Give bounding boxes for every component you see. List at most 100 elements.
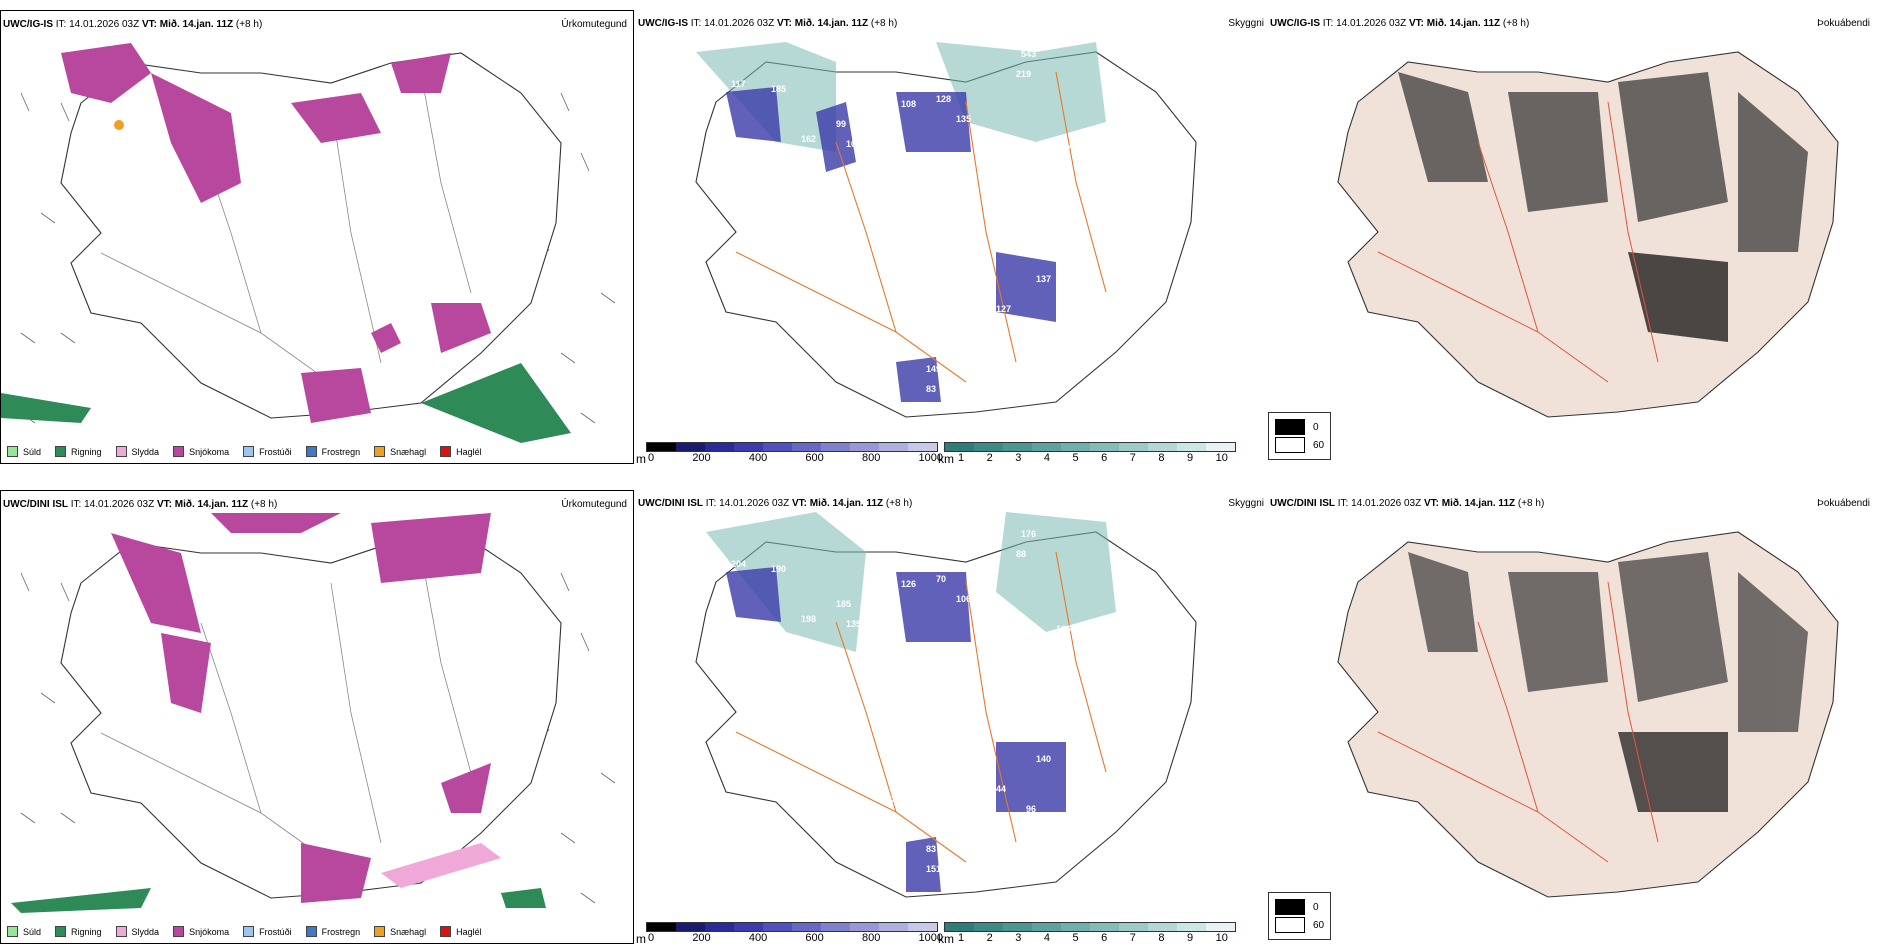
colorbar-tick: 9 — [1187, 932, 1194, 944]
legend-swatch — [115, 926, 127, 937]
legend-swatch — [305, 446, 317, 457]
fog-legend-item: 0 — [1275, 419, 1324, 435]
colorbar-cell — [974, 443, 1003, 451]
panel-title: UWC/IG-IS IT: 14.01.2026 03Z VT: Mið. 14… — [638, 18, 898, 29]
vis-panel-dini: UWC/DINI ISL IT: 14.01.2026 03Z VT: Mið.… — [636, 490, 1268, 946]
visibility-value-label: 36 — [956, 244, 966, 254]
visibility-value-label: 198 — [801, 614, 816, 624]
visibility-value-label: 204 — [731, 559, 746, 569]
visibility-value-label: 151 — [861, 639, 876, 649]
fog-index-dark — [1408, 552, 1808, 812]
colorbar-cell — [1206, 923, 1235, 931]
colorbar-cell — [705, 443, 734, 451]
snow-areas — [61, 43, 491, 423]
legend-label: Slydda — [131, 926, 160, 937]
roads — [100, 552, 472, 864]
colorbar-tick: 5 — [1072, 452, 1079, 464]
visibility-value-label: 140 — [1036, 754, 1051, 764]
precip-panel-ig: UWC/IG-IS IT: 14.01.2026 03Z VT: Mið. 14… — [0, 10, 634, 464]
legend-label: Rigning — [71, 926, 102, 937]
snow-areas — [111, 513, 491, 903]
legend-item: Súld — [7, 926, 41, 937]
legend-swatch — [243, 446, 255, 457]
visibility-value-label: 99 — [966, 739, 976, 749]
colorbar-tick: 9 — [1187, 452, 1194, 464]
legend-item: Frostregn — [305, 446, 360, 457]
legend-swatch — [173, 446, 185, 457]
legend-label: Súld — [23, 446, 42, 457]
fog-legend-item: 60 — [1275, 437, 1324, 453]
colorbar-cell — [1003, 923, 1032, 931]
legend-label: Snæhagl — [390, 446, 427, 457]
panel-title: UWC/IG-IS IT: 14.01.2026 03Z VT: Mið. 14… — [3, 19, 263, 30]
legend-label: Haglél — [456, 926, 482, 937]
colorbar-tick: 400 — [748, 932, 768, 944]
teal-visibility-field — [706, 512, 1116, 652]
visibility-value-label: 126 — [901, 579, 916, 589]
visibility-value-label: 86 — [746, 724, 756, 734]
visibility-value-label: 166 — [1056, 624, 1071, 634]
colorbar-cell — [945, 923, 974, 931]
colorbar-cell — [1032, 923, 1061, 931]
legend-swatch — [1275, 917, 1305, 933]
visibility-value-label: 135 — [956, 114, 971, 124]
visibility-value-label: 18 — [746, 244, 756, 254]
colorbar-tick: 10 — [1215, 452, 1228, 464]
legend-swatch — [1275, 437, 1305, 453]
fog-panel-ig: UWC/IG-IS IT: 14.01.2026 03Z VT: Mið. 14… — [1268, 10, 1900, 464]
legend-label: Frostregn — [321, 926, 361, 937]
roads — [1377, 581, 1659, 863]
legend-item: Haglél — [440, 446, 482, 457]
visibility-value-label: 641 — [776, 674, 791, 684]
colorbar-tick: 800 — [861, 932, 881, 944]
legend-item: Snjókoma — [173, 926, 229, 937]
colorbar-cell — [647, 923, 676, 931]
colorbar-tick: 3 — [1015, 452, 1022, 464]
visibility-value-label: 185 — [771, 84, 786, 94]
visibility-value-label: 106 — [956, 594, 971, 604]
low-visibility-areas — [726, 567, 1066, 892]
panel-title: UWC/DINI ISL IT: 14.01.2026 03Z VT: Mið.… — [1270, 498, 1545, 509]
panel-title: UWC/DINI ISL IT: 14.01.2026 03Z VT: Mið.… — [638, 498, 913, 509]
visibility-value-label: 151 — [926, 864, 941, 874]
precip-legend: Súld Rigning Slydda Snjókoma Frostúði Frostre… — [7, 446, 482, 457]
legend-swatch — [440, 926, 452, 937]
visibility-value-label: 128 — [1026, 324, 1041, 334]
legend-swatch — [1275, 419, 1305, 435]
legend-item: Frostúði — [243, 446, 292, 457]
visibility-value-label: 119 — [966, 259, 981, 269]
fog-legend: 0 60 — [1268, 412, 1332, 460]
colorbar-cell — [676, 443, 705, 451]
legend-swatch — [440, 446, 452, 457]
fog-legend-item: 0 — [1275, 899, 1324, 915]
legend-item: Haglél — [440, 926, 482, 937]
legend-item: Snæhagl — [374, 926, 426, 937]
vis-colorbar-m: m 0 200 400 600 800 1000 — [636, 442, 946, 466]
colorbar-cell — [763, 923, 792, 931]
legend-label: Snæhagl — [390, 926, 427, 937]
legend-label: Haglél — [456, 446, 482, 457]
colorbar-cell — [821, 443, 850, 451]
legend-item: Frostregn — [305, 926, 361, 937]
colorbar-cell — [908, 923, 937, 931]
visibility-value-label: 106 — [846, 139, 861, 149]
roads — [100, 72, 472, 384]
panel-title: UWC/IG-IS IT: 14.01.2026 03Z VT: Mið. 14… — [1270, 18, 1530, 29]
colorbar-tick: 6 — [1101, 452, 1108, 464]
colorbar-cell — [676, 923, 705, 931]
colorbar-tick: 0 — [648, 452, 655, 464]
colorbar-cell — [850, 923, 879, 931]
rain-areas — [1, 363, 571, 443]
visibility-value-label: 88 — [1016, 549, 1026, 559]
low-visibility-areas — [726, 87, 1056, 402]
legend-label: Súld — [23, 926, 42, 937]
visibility-value-label: 190 — [771, 564, 786, 574]
colorbar-cell — [1003, 443, 1032, 451]
colorbar-cell — [1061, 923, 1090, 931]
colorbar-cell — [908, 443, 937, 451]
colorbar-tick: 8 — [1158, 932, 1165, 944]
visibility-value-label: 176 — [1021, 529, 1036, 539]
visibility-value-label: 107 — [861, 159, 876, 169]
